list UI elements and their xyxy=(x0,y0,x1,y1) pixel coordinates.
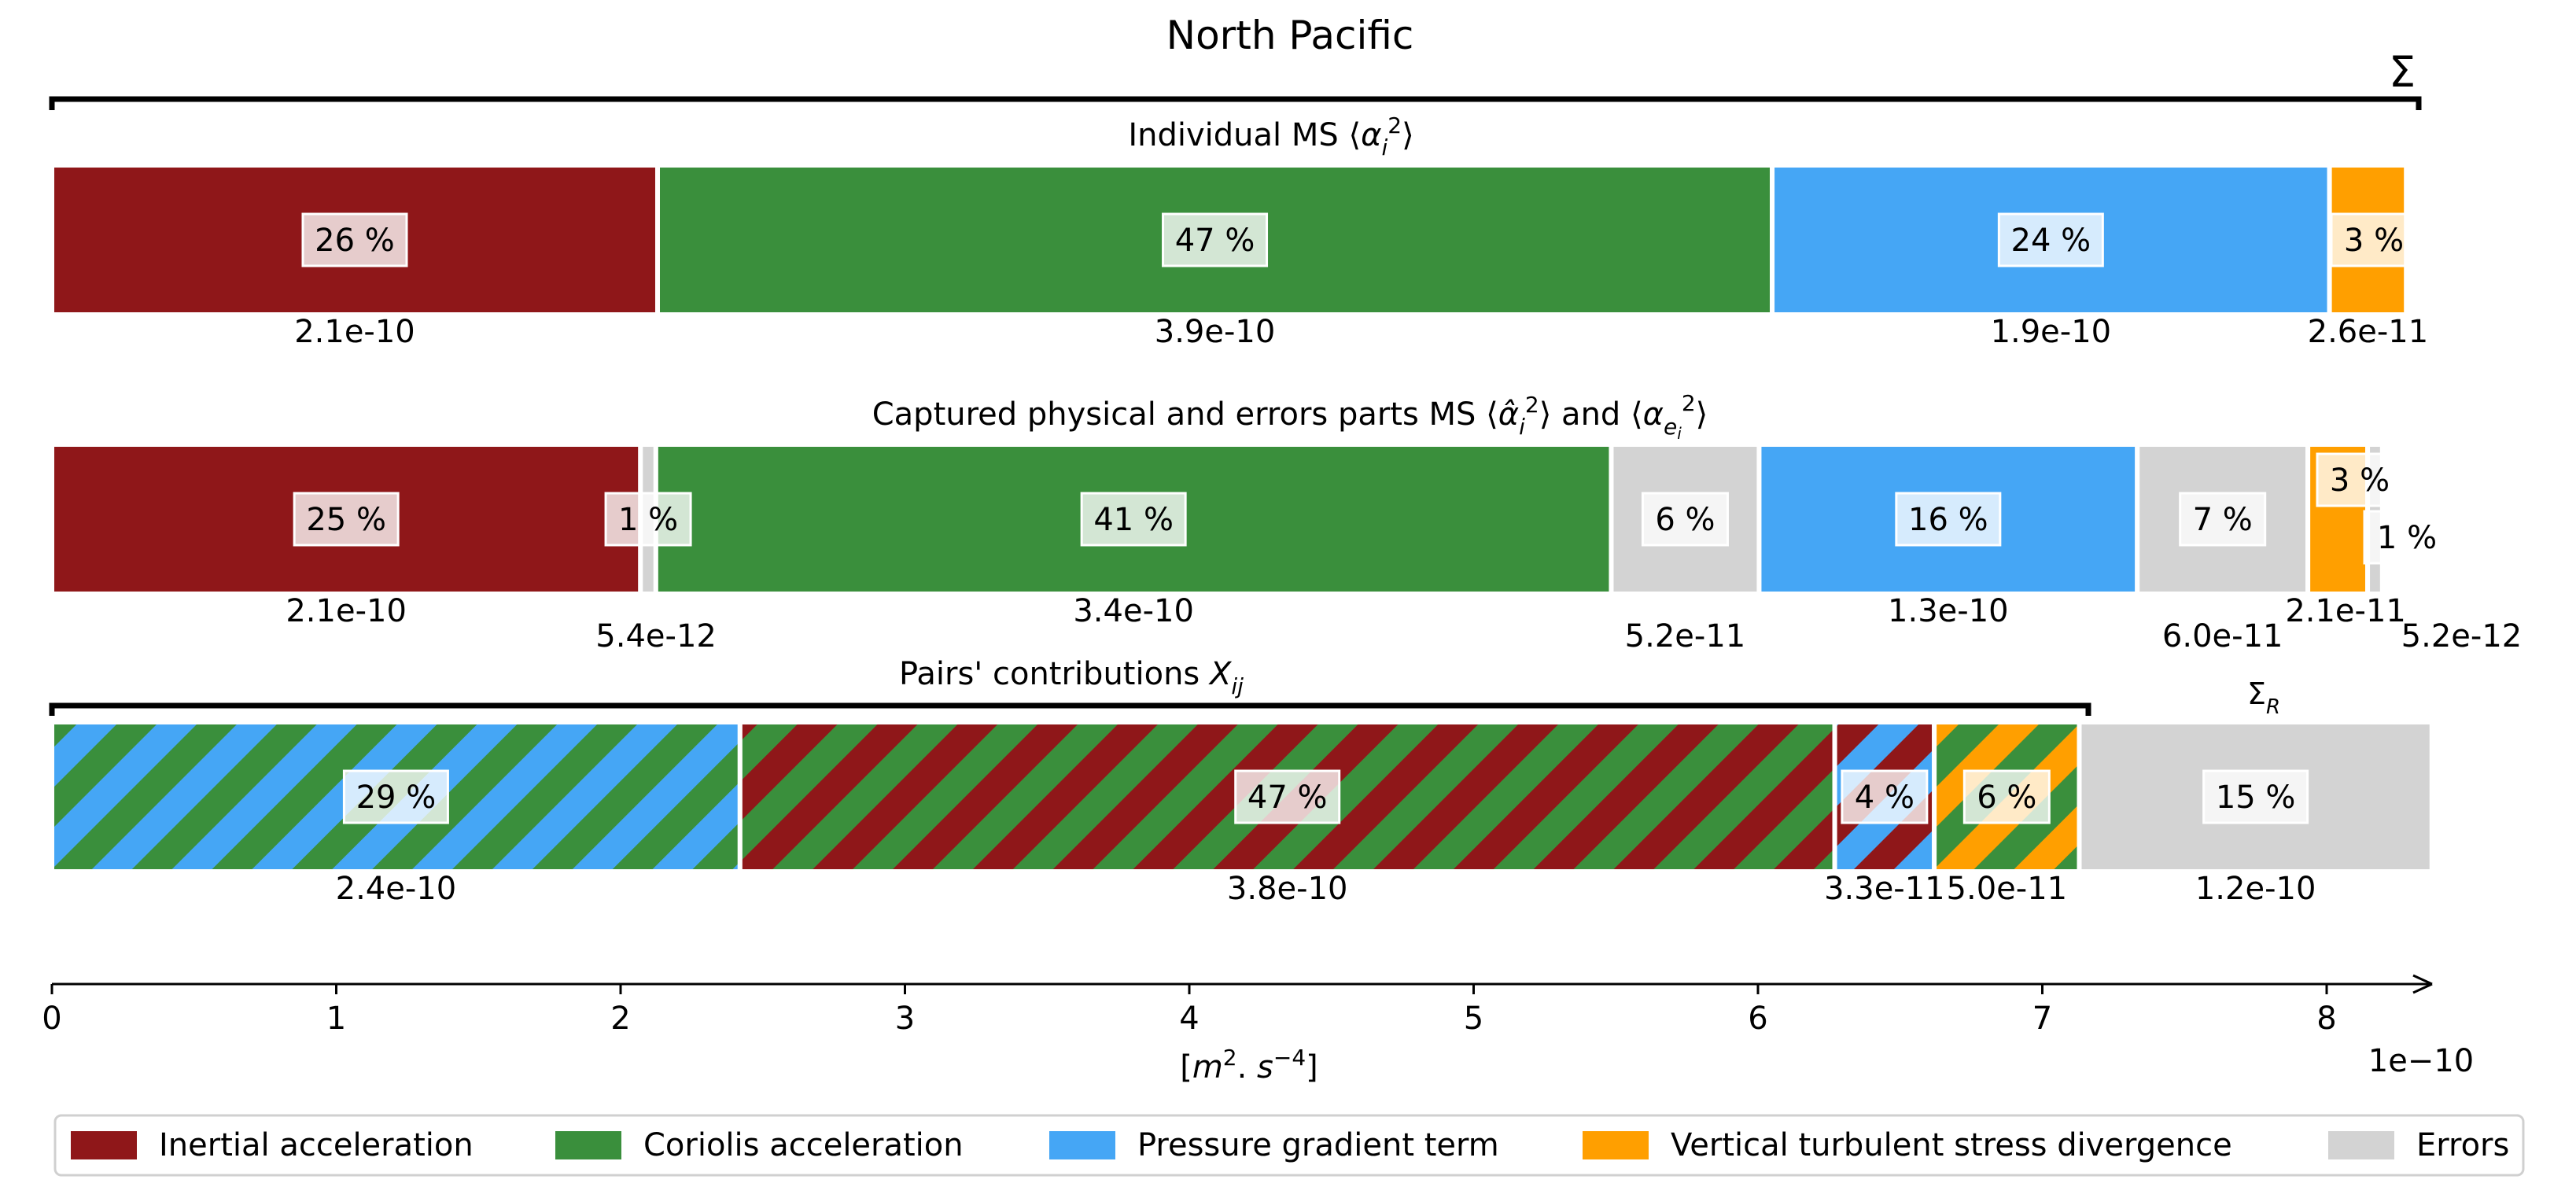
value-label: 2.6e-11 xyxy=(2308,314,2429,350)
pct-label: 26 % xyxy=(315,223,395,259)
value-label: 5.4e-12 xyxy=(595,618,717,654)
legend-label: Vertical turbulent stress divergence xyxy=(1671,1127,2232,1163)
pct-label: 25 % xyxy=(306,502,386,538)
legend-label: Pressure gradient term xyxy=(1137,1127,1499,1163)
labels-layer: 26 % 2.1e-10 47 % 3.9e-10 24 % 1.9e-10 3 % 2.6e… xyxy=(286,212,2523,907)
pct-label: 6 % xyxy=(1977,780,2036,816)
pct-label-box xyxy=(1841,769,1929,824)
row3-title: Pairs' contributions Xij xyxy=(899,656,1244,699)
bar-segment xyxy=(737,720,1837,874)
pct-label: 7 % xyxy=(2193,502,2253,538)
legend-swatch xyxy=(2328,1131,2394,1159)
sum-label: Σ xyxy=(2389,47,2416,97)
sum-r-label: ΣR xyxy=(2247,676,2280,719)
pct-label: 47 % xyxy=(1247,780,1328,816)
pct-label: 1 % xyxy=(2377,520,2437,556)
x-tick-label: 3 xyxy=(895,1001,915,1037)
pct-label-box xyxy=(1997,212,2104,267)
pct-label: 3 % xyxy=(2344,223,2404,259)
x-tick-label: 4 xyxy=(1179,1001,1199,1037)
pct-label-box xyxy=(2316,452,2404,507)
x-tick-label: 5 xyxy=(1464,1001,1483,1037)
pct-label-box xyxy=(1641,492,1729,547)
pct-label: 1 % xyxy=(618,502,678,538)
value-label: 2.4e-10 xyxy=(336,871,457,907)
pct-label-box xyxy=(1962,769,2051,824)
pct-label: 47 % xyxy=(1175,223,1255,259)
pct-label: 41 % xyxy=(1093,502,1174,538)
value-label: 1.3e-10 xyxy=(1888,593,2009,629)
x-tick-label: 6 xyxy=(1748,1001,1767,1037)
x-tick-label: 2 xyxy=(610,1001,630,1037)
row2-title: Captured physical and errors parts MS ⟨α… xyxy=(872,390,1708,443)
legend-label: Coriolis acceleration xyxy=(643,1127,964,1163)
pct-label-box xyxy=(1895,492,2002,547)
pct-label: 15 % xyxy=(2216,780,2296,816)
value-label: 1.2e-10 xyxy=(2195,871,2316,907)
value-label: 2.1e-10 xyxy=(286,593,407,629)
value-label: 5.2e-11 xyxy=(1625,618,1746,654)
value-label: 3.3e-11 xyxy=(1824,871,1945,907)
legend-swatch xyxy=(555,1131,621,1159)
row1-title: Individual MS ⟨αi2⟩ xyxy=(1128,112,1413,160)
value-label: 1.9e-10 xyxy=(1991,314,2112,350)
pairs-bracket xyxy=(49,702,2091,716)
pct-label: 3 % xyxy=(2330,463,2390,499)
value-label: 2.1e-10 xyxy=(294,314,415,350)
legend-frame xyxy=(53,1114,2525,1177)
value-label: 2.1e-11 xyxy=(2285,593,2406,629)
value-label: 5.2e-12 xyxy=(2401,618,2523,654)
x-scale-label: 1e−10 xyxy=(2368,1043,2474,1079)
pct-label: 6 % xyxy=(1655,502,1715,538)
pct-label-box xyxy=(301,212,408,267)
pct-label-box xyxy=(604,492,692,547)
legend-label: Inertial acceleration xyxy=(159,1127,474,1163)
pct-label-box xyxy=(1162,212,1269,267)
pct-label-box xyxy=(2179,492,2267,547)
pct-label: 16 % xyxy=(1908,502,1988,538)
pct-label: 24 % xyxy=(2011,223,2091,259)
legend: Inertial acceleration Coriolis accelerati… xyxy=(53,1114,2525,1177)
legend-label: Errors xyxy=(2416,1127,2509,1163)
x-axis-label: [m2. s−4] xyxy=(1180,1045,1318,1086)
x-tick-label: 1 xyxy=(326,1001,346,1037)
pct-label-box xyxy=(342,769,449,824)
legend-swatch xyxy=(1049,1131,1115,1159)
legend-swatch xyxy=(71,1131,137,1159)
value-label: 6.0e-11 xyxy=(2162,618,2283,654)
pct-label-box xyxy=(2330,212,2418,267)
pct-label: 29 % xyxy=(356,780,437,816)
pct-label-box xyxy=(293,492,400,547)
value-label: 3.9e-10 xyxy=(1155,314,1276,350)
value-label: 3.8e-10 xyxy=(1227,871,1348,907)
chart-title: North Pacific xyxy=(1166,13,1414,58)
x-ticks: 0 1 2 3 4 5 6 7 8 xyxy=(42,984,2337,1037)
bars-layer xyxy=(50,163,2434,874)
value-label: 5.0e-11 xyxy=(1947,871,2068,907)
pct-label-box xyxy=(2363,510,2451,565)
pct-label-box xyxy=(1080,492,1187,547)
pct-label-box xyxy=(2202,769,2309,824)
sum-bracket xyxy=(49,96,2422,110)
pct-label-box xyxy=(1234,769,1341,824)
value-label: 3.4e-10 xyxy=(1073,593,1194,629)
x-tick-label: 8 xyxy=(2316,1001,2336,1037)
x-axis-arrowhead xyxy=(2412,974,2433,994)
x-tick-label: 0 xyxy=(42,1001,61,1037)
pct-label: 4 % xyxy=(1855,780,1914,816)
legend-swatch xyxy=(1583,1131,1649,1159)
x-tick-label: 7 xyxy=(2032,1001,2052,1037)
